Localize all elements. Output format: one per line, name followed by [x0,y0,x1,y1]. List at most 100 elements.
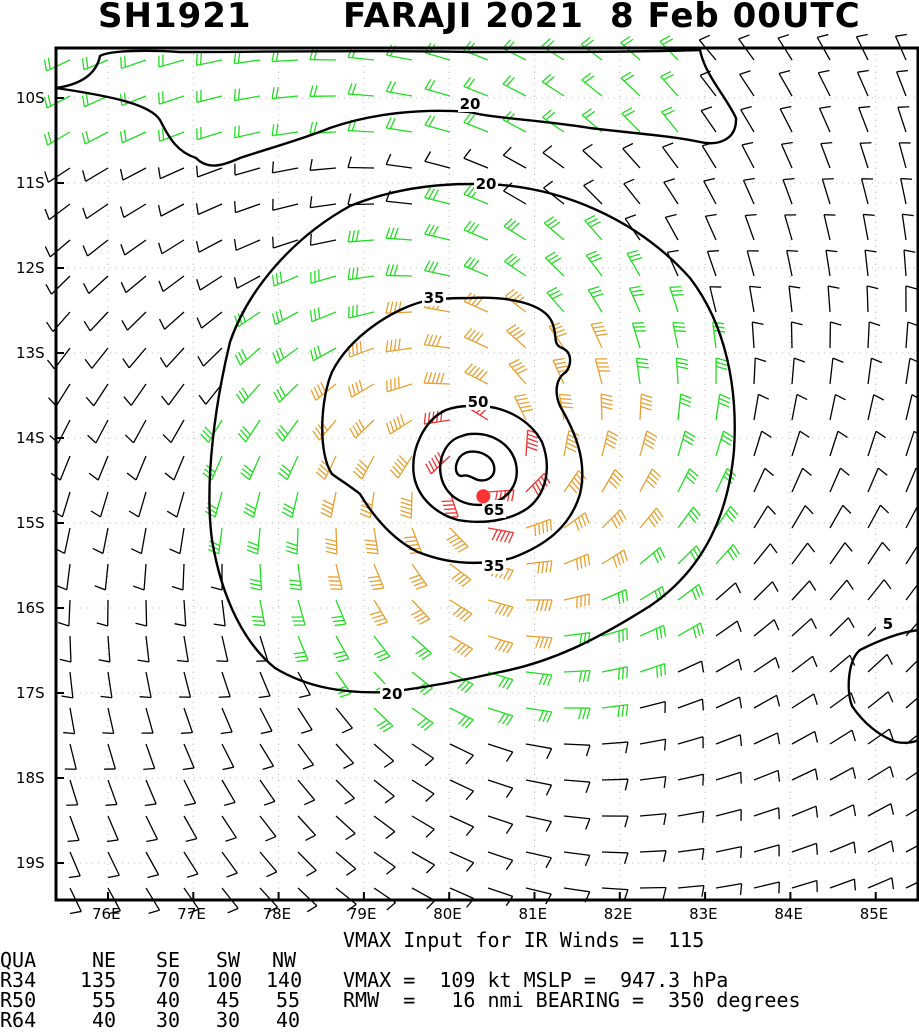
wind-barb [509,359,527,384]
wind-barb [904,250,915,276]
wind-barb [124,384,146,405]
wind-barb [781,143,792,168]
wind-barb [425,188,450,204]
wind-barb [183,744,194,769]
wind-barb [83,131,108,144]
wind-barb [868,692,893,708]
rmw-bearing: RMW = 16 nmi BEARING = 350 degrees [343,990,801,1010]
wind-barb [159,91,184,104]
wind-barb [450,708,473,728]
wind-barb [83,240,108,256]
wind-barb [273,348,298,364]
wind-barb [142,708,153,733]
wind-barb [488,708,513,725]
wind-barb [830,842,855,853]
wind-barb [488,852,513,870]
wind-barb [543,110,564,132]
wind-barb [602,431,618,456]
wind-barb [632,323,646,348]
wind-barb [235,348,260,365]
wind-barb [298,780,315,805]
wind-barb [545,252,564,276]
wind-barb [450,852,474,871]
wind-barb [526,744,552,759]
wind-barb [526,888,551,904]
wind-barb [624,179,640,204]
wind-barb [640,664,665,678]
wind-barb [792,394,807,420]
wind-barb [640,625,665,640]
wind-barb [348,83,374,96]
wind-barb [488,816,513,834]
wind-barb [121,204,146,217]
wind-barb [623,144,640,168]
wind-barb [743,179,754,204]
wind-barb [121,130,146,143]
wind-barb [665,215,678,240]
wind-barb [824,215,835,240]
wind-barb [143,744,154,769]
contour-label: 65 [484,501,505,519]
wind-barb [868,804,893,816]
wind-barb [205,492,222,517]
wind-barb [640,587,665,602]
wind-barb [222,816,236,841]
contour-5-southeast [849,630,919,743]
wind-barb [160,348,184,367]
wind-barb [374,636,390,661]
wind-barb [818,71,830,96]
wind-barb [409,564,427,589]
wind-barb [464,221,488,240]
wind-barb [464,149,488,168]
wind-barb [754,620,779,636]
wind-barb [48,384,70,406]
wind-barb [160,312,184,329]
wind-barb [602,816,628,827]
wind-barb [716,697,741,708]
wind-barb [133,564,146,590]
wind-barb [465,364,488,384]
wind-barb [159,167,184,178]
lat-label: 11S [16,174,45,192]
wind-barb [602,550,627,568]
wind-barb [47,348,70,369]
wind-barb [792,694,817,708]
wind-barb [260,780,275,805]
wind-barb [678,431,695,456]
wind-barb [785,215,796,240]
wind-barb [244,492,260,517]
wind-barb [780,107,792,132]
wind-barb [754,394,769,420]
wind-barb [184,780,196,805]
wind-barb [868,322,880,348]
wind-barb [83,168,108,181]
wind-barb [503,147,526,168]
wind-barb [602,590,627,605]
wind-barb [716,545,739,564]
wind-barb [60,636,71,662]
lat-label: 19S [16,854,45,872]
wind-barb [412,708,433,730]
wind-barb [792,358,805,384]
wind-barb [868,505,889,528]
wind-barb [754,468,774,492]
wind-barb [286,528,298,554]
wind-barb [121,240,146,255]
wind-barb [830,805,855,816]
wind-barb [216,636,227,661]
wind-barb [507,325,526,348]
wind-barb [311,270,336,284]
wind-barb [386,264,412,276]
wind-barb [464,77,488,96]
wind-barb [678,774,703,785]
wind-barb [293,636,308,661]
wind-barb [184,816,197,841]
wind-barb [868,729,893,744]
wind-barb [127,456,146,480]
wind-barb [310,159,336,170]
wind-barb [272,161,298,172]
lon-label: 78E [263,905,292,923]
wind-barb [582,73,602,96]
lon-label: 83E [689,905,718,923]
wind-barb [272,124,298,136]
